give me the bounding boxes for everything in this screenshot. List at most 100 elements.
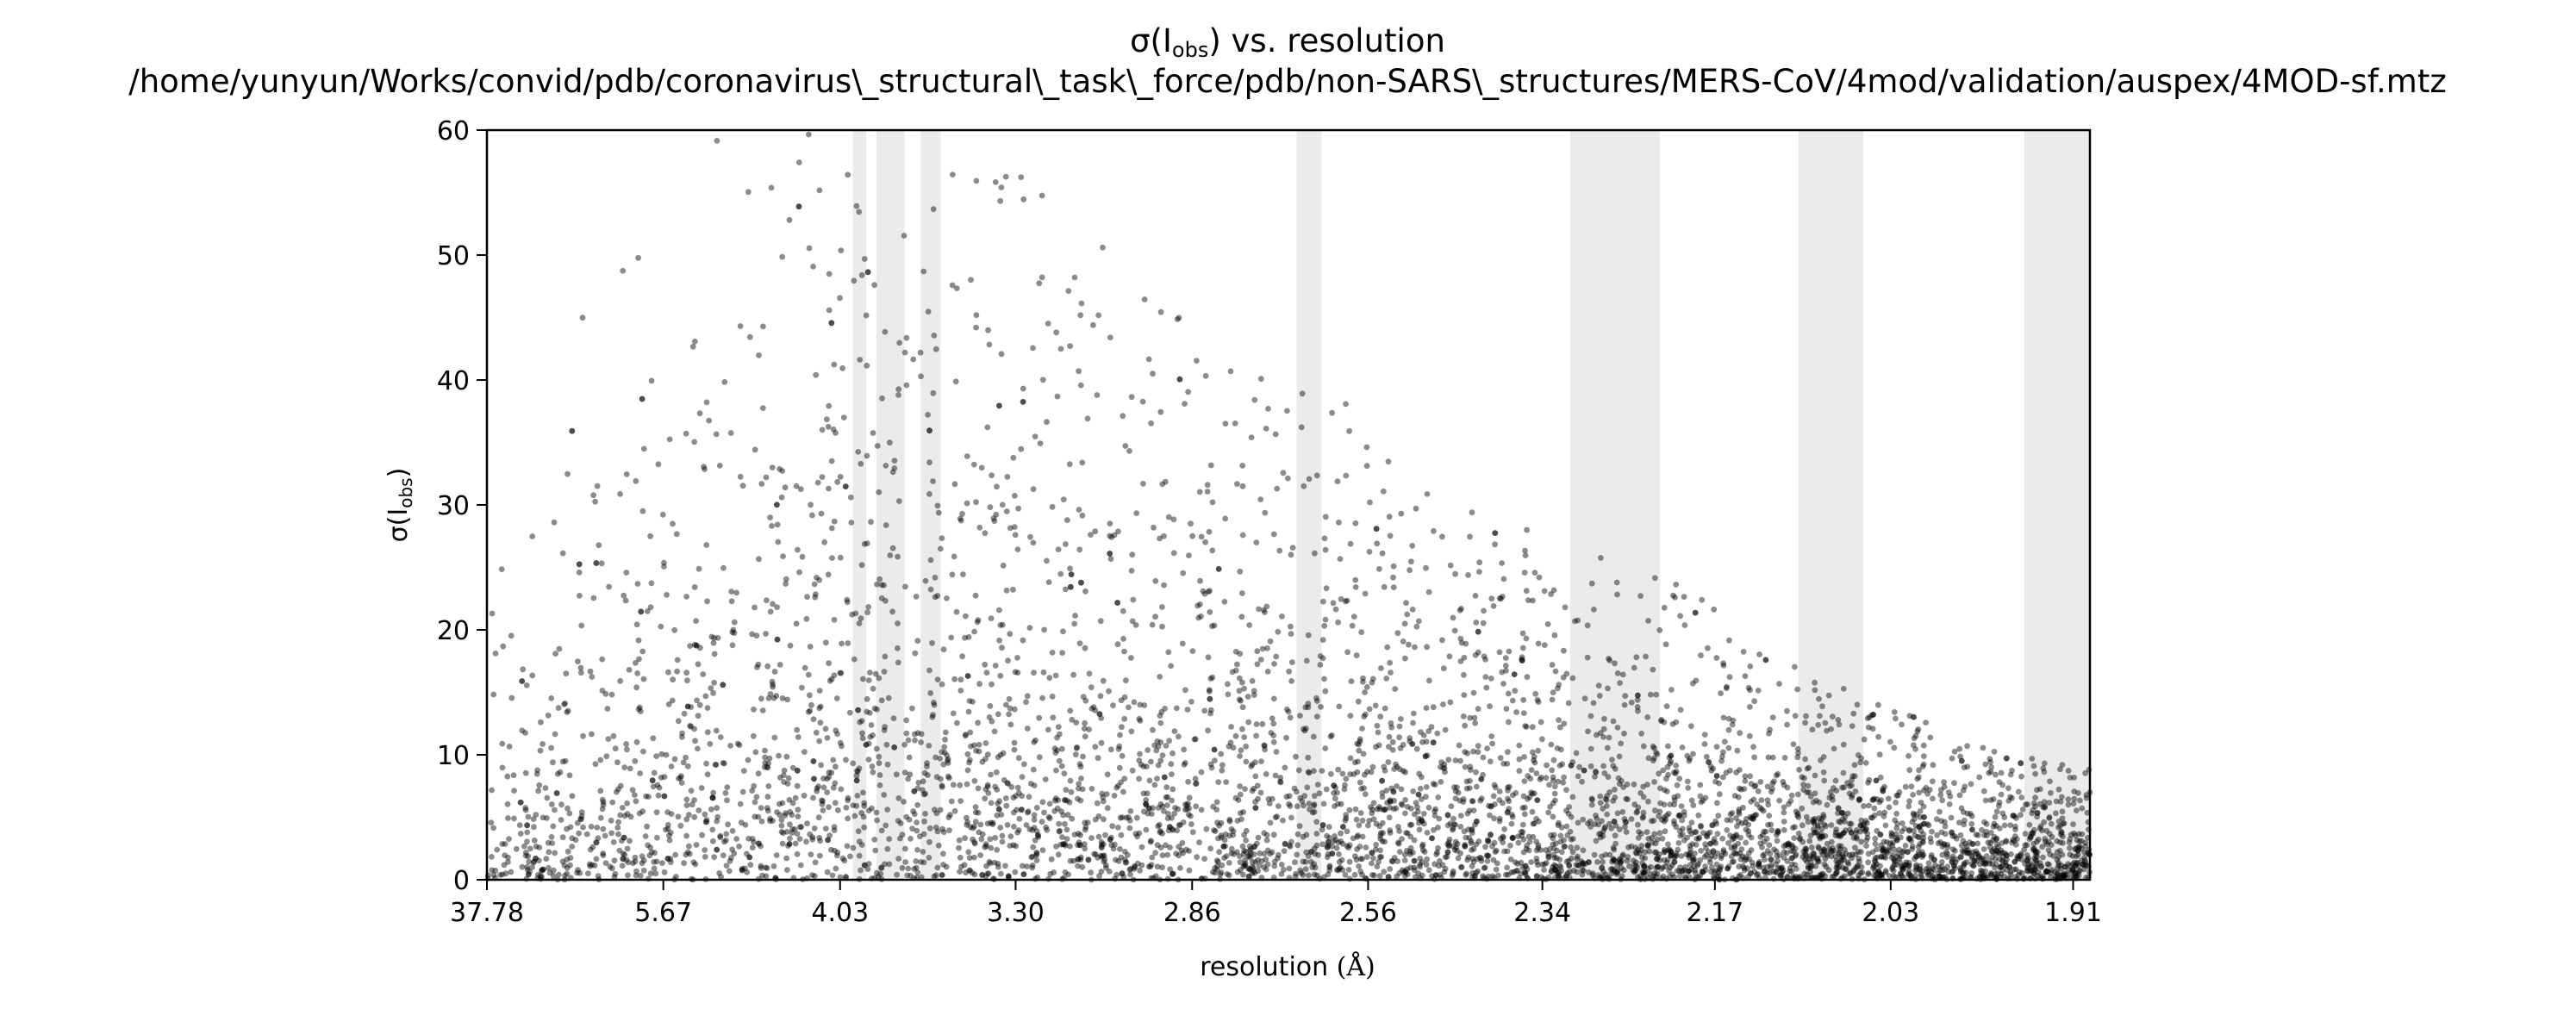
excluded-bands <box>852 130 2090 880</box>
data-point <box>1653 864 1660 871</box>
data-point <box>1492 801 1498 807</box>
data-point <box>739 865 745 872</box>
data-point <box>1387 659 1393 666</box>
data-point <box>1874 861 1881 868</box>
data-point <box>1388 724 1395 731</box>
data-point <box>2077 797 2083 804</box>
data-point <box>1396 766 1403 773</box>
data-point <box>1750 744 1756 751</box>
data-point <box>1075 856 1081 863</box>
data-point <box>717 734 724 740</box>
data-point <box>953 608 960 615</box>
data-point <box>1359 726 1365 732</box>
data-point <box>1797 874 1804 880</box>
data-point <box>1951 780 1957 787</box>
data-point <box>1558 868 1565 875</box>
data-point <box>874 581 880 588</box>
data-point <box>1363 711 1369 718</box>
data-point <box>1775 770 1781 777</box>
data-point <box>1745 684 1752 691</box>
data-point <box>1036 280 1043 287</box>
data-point <box>1502 655 1509 661</box>
data-point <box>1897 871 1904 877</box>
data-point <box>2067 775 2074 781</box>
data-point <box>1849 794 1856 800</box>
data-point <box>845 794 851 801</box>
data-point <box>1599 865 1605 872</box>
data-point <box>1920 742 1927 749</box>
data-point <box>1962 860 1968 867</box>
data-point <box>1270 732 1277 738</box>
data-point <box>857 719 864 726</box>
data-point <box>1450 614 1456 621</box>
data-point <box>1402 810 1408 817</box>
data-point <box>1886 804 1893 811</box>
data-point <box>2015 788 2022 795</box>
data-point <box>2010 837 2016 844</box>
data-point <box>713 762 720 768</box>
data-point <box>1447 562 1454 569</box>
data-point <box>1807 859 1814 866</box>
data-point <box>1784 858 1791 864</box>
data-point <box>1280 817 1286 824</box>
data-point <box>1241 848 1247 854</box>
data-point <box>1993 847 1999 854</box>
data-point <box>1387 830 1394 836</box>
data-point <box>1444 822 1451 829</box>
data-point <box>1736 863 1743 870</box>
data-point <box>633 660 639 666</box>
data-point <box>1164 815 1171 821</box>
data-point <box>1000 562 1007 569</box>
data-point <box>914 638 921 645</box>
data-point <box>1230 831 1237 838</box>
data-point <box>578 622 585 629</box>
data-point <box>1036 714 1043 721</box>
data-point <box>1456 607 1463 613</box>
data-point <box>1550 863 1556 870</box>
data-point <box>1733 769 1739 775</box>
data-point <box>1322 616 1329 623</box>
data-point <box>1369 860 1375 867</box>
data-point <box>2030 847 2037 854</box>
data-point <box>1724 683 1730 690</box>
data-point <box>1717 867 1724 874</box>
data-point <box>637 704 643 711</box>
data-point <box>1996 802 2002 809</box>
data-point <box>803 615 810 622</box>
data-point <box>1795 813 1802 820</box>
data-point <box>934 593 941 599</box>
data-point <box>728 589 735 595</box>
data-point <box>779 800 786 807</box>
data-point <box>1667 760 1674 767</box>
data-point <box>2072 870 2078 877</box>
data-point <box>545 713 552 719</box>
data-point <box>1435 794 1442 800</box>
data-point <box>1473 620 1480 626</box>
data-point <box>1661 787 1668 794</box>
data-point <box>1648 818 1655 825</box>
data-point <box>2049 834 2055 840</box>
data-point <box>2013 815 2019 821</box>
data-point <box>995 754 1001 761</box>
data-point <box>1899 873 1905 879</box>
data-point <box>752 446 758 453</box>
data-point <box>1604 811 1610 818</box>
data-point <box>1672 770 1679 777</box>
data-point <box>1032 433 1039 439</box>
data-point <box>1750 813 1756 820</box>
data-point <box>1966 850 1973 856</box>
data-point <box>1671 797 1678 804</box>
data-point <box>1431 826 1437 833</box>
data-point <box>1261 850 1268 857</box>
data-point <box>1834 862 1841 868</box>
data-point <box>1815 824 1821 831</box>
data-point <box>784 781 791 787</box>
data-point <box>1068 571 1075 577</box>
data-point <box>982 740 989 746</box>
data-point <box>1186 848 1192 854</box>
data-point <box>1470 845 1477 852</box>
data-point <box>1376 823 1383 830</box>
data-point <box>979 758 986 765</box>
data-point <box>1210 869 1216 875</box>
data-point <box>1138 762 1145 768</box>
